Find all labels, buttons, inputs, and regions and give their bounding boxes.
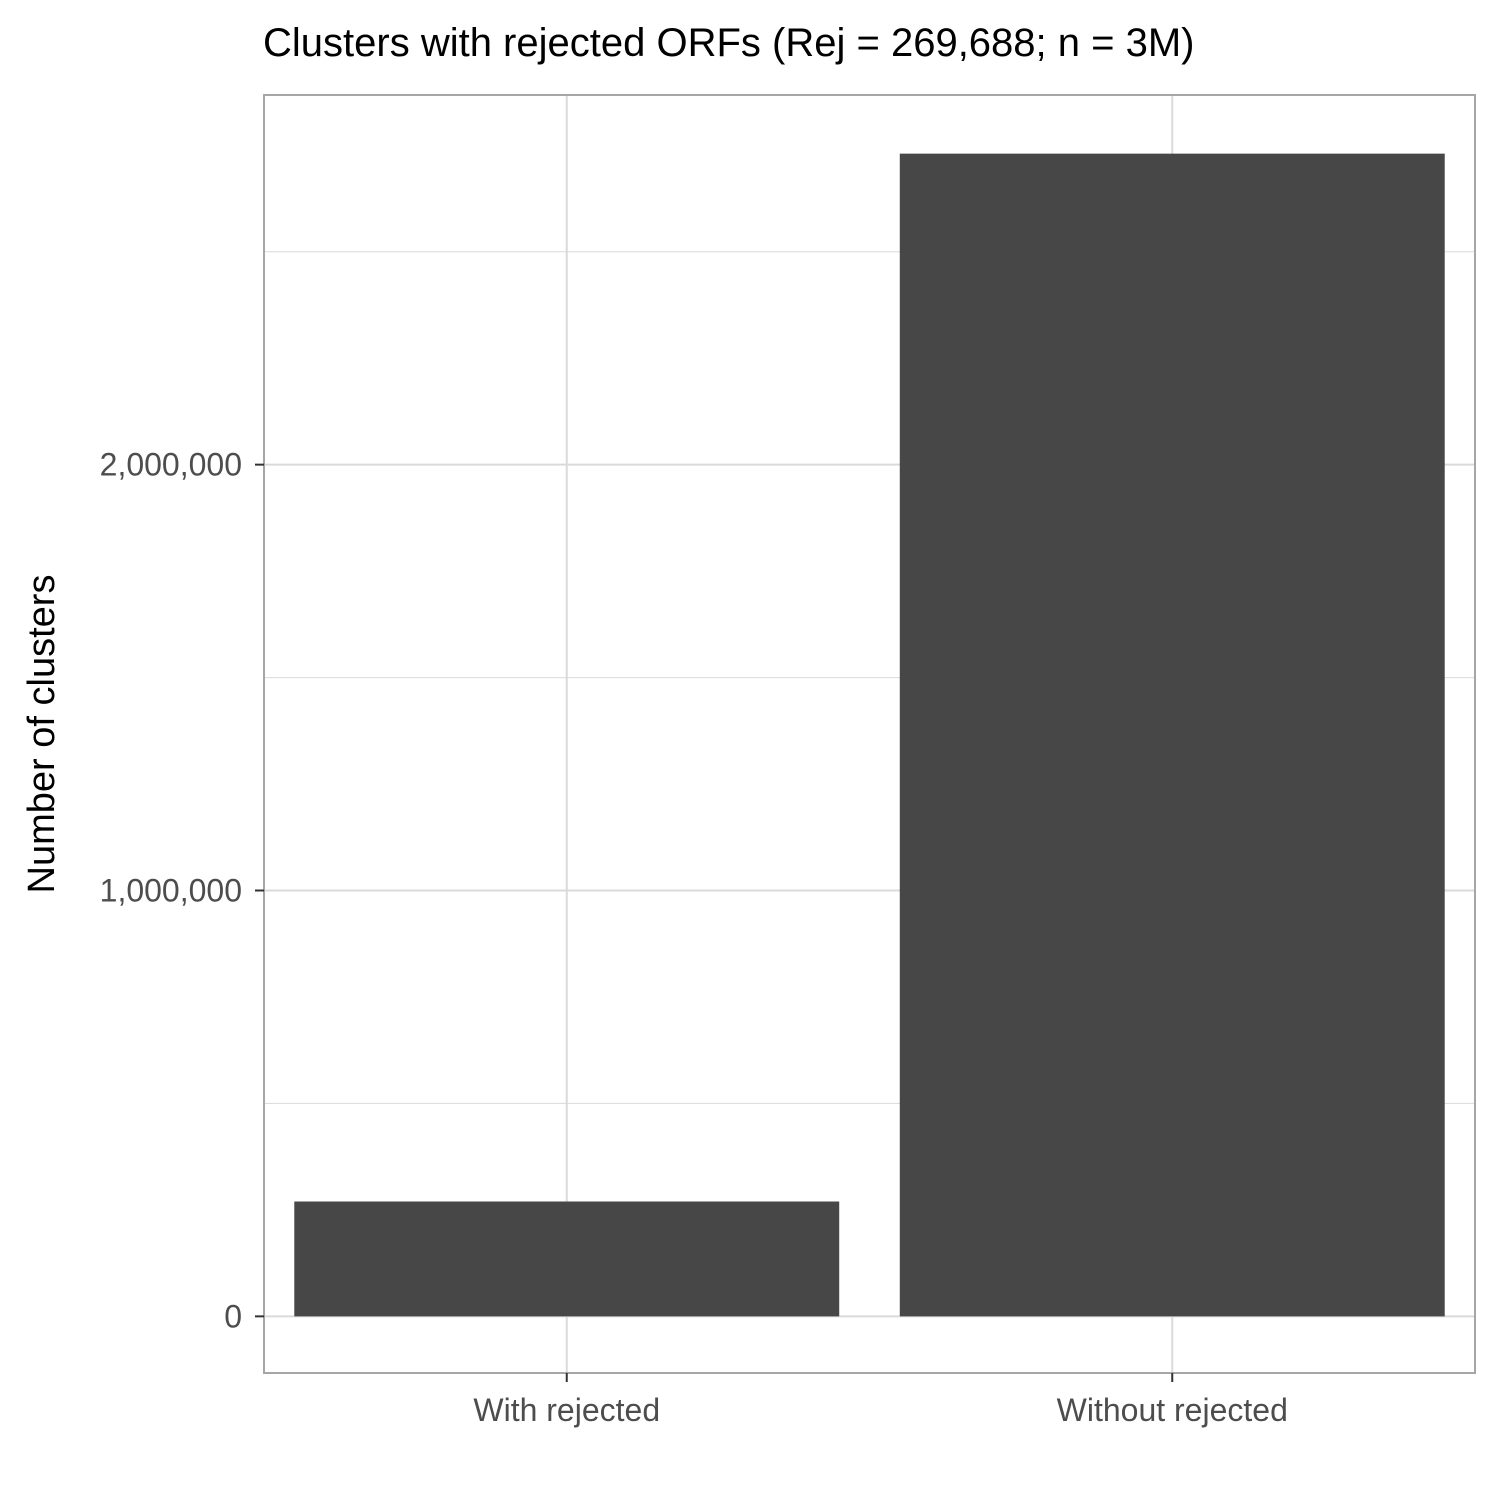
chart-title: Clusters with rejected ORFs (Rej = 269,6…	[263, 21, 1194, 65]
plot-panel-border	[263, 94, 1476, 1374]
bars	[294, 153, 1445, 1317]
y-tick-label: 1,000,000	[100, 873, 242, 909]
y-tick-label: 0	[224, 1298, 242, 1334]
x-tick-label: Without rejected	[1057, 1392, 1288, 1428]
bar-without-rejected	[899, 153, 1445, 1317]
bar-with-rejected	[294, 1201, 840, 1317]
x-axis: With rejected Without rejected	[473, 1373, 1288, 1428]
y-axis: 0 1,000,000 2,000,000	[100, 447, 264, 1334]
x-tick-label: With rejected	[473, 1392, 660, 1428]
y-tick-label: 2,000,000	[100, 447, 242, 483]
y-axis-title: Number of clusters	[21, 575, 63, 894]
